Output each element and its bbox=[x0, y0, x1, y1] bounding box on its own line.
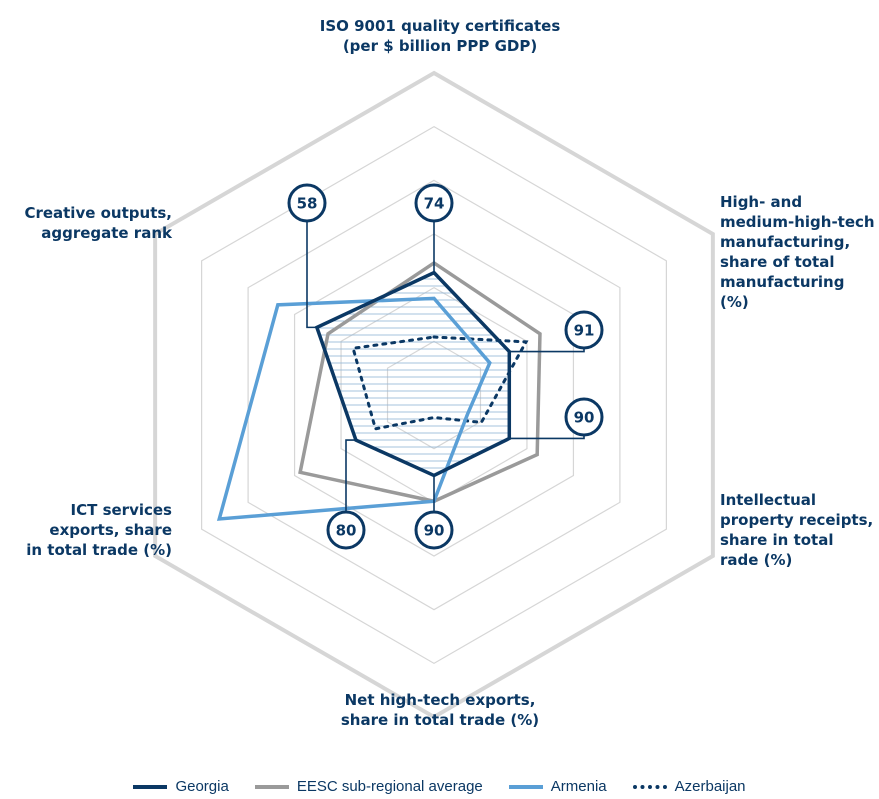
legend-label-georgia: Georgia bbox=[175, 778, 229, 795]
legend-swatch-eesc bbox=[254, 784, 289, 789]
rank-badge-2 bbox=[564, 310, 604, 350]
axis-label-ip-receipts: Intellectual property receipts, share in… bbox=[720, 491, 874, 569]
rank-badge-value-1: 74 bbox=[424, 195, 445, 213]
rank-leader-6 bbox=[306, 203, 317, 329]
legend-label-azerbaijan: Azerbaijan bbox=[674, 778, 746, 795]
rank-badges: 74 91 90 90 80 58 bbox=[287, 183, 604, 550]
legend-swatch-georgia bbox=[133, 784, 168, 789]
legend-item-armenia: Armenia bbox=[508, 778, 607, 795]
legend-item-eesc: EESC sub-regional average bbox=[254, 778, 483, 795]
grid-outer-hexagon bbox=[153, 70, 715, 720]
rank-badge-value-5: 80 bbox=[336, 522, 357, 540]
legend-label-eesc: EESC sub-regional average bbox=[296, 778, 483, 795]
legend-swatch-azerbaijan bbox=[632, 784, 667, 789]
rank-leader-5 bbox=[345, 439, 356, 530]
rank-badge-6 bbox=[287, 183, 327, 223]
legend-label-armenia: Armenia bbox=[550, 778, 607, 795]
rank-badge-value-2: 91 bbox=[574, 322, 595, 340]
legend-item-georgia: Georgia bbox=[133, 778, 229, 795]
axis-label-ict-services-exports: ICT services exports, share in total tra… bbox=[26, 501, 172, 559]
grid-ring-4 bbox=[247, 179, 621, 611]
rank-badge-value-3: 90 bbox=[574, 409, 595, 427]
grid-ring-5 bbox=[201, 125, 667, 665]
axis-label-hightech-manufacturing: High- and medium-high-tech manufacturing… bbox=[720, 193, 875, 311]
axis-label-iso-certificates: ISO 9001 quality certificates (per $ bil… bbox=[319, 17, 561, 55]
axis-label-creative-outputs: Creative outputs, aggregate rank bbox=[24, 204, 172, 242]
radar-series bbox=[216, 260, 542, 521]
rank-badge-value-4: 90 bbox=[424, 522, 445, 540]
series-fill-georgia bbox=[316, 272, 510, 476]
series-line-azerbaijan bbox=[351, 335, 529, 431]
rank-badge-value-6: 58 bbox=[297, 195, 318, 213]
axis-label-net-hightech-exports: Net high-tech exports, share in total tr… bbox=[340, 691, 540, 729]
rank-badge-3 bbox=[564, 397, 604, 437]
rank-badge-4 bbox=[414, 510, 454, 550]
legend-swatch-armenia bbox=[508, 784, 543, 789]
legend: Georgia EESC sub-regional average Armeni… bbox=[0, 778, 879, 795]
rank-badge-5 bbox=[326, 510, 366, 550]
legend-item-azerbaijan: Azerbaijan bbox=[632, 778, 746, 795]
rank-badge-1 bbox=[414, 183, 454, 223]
